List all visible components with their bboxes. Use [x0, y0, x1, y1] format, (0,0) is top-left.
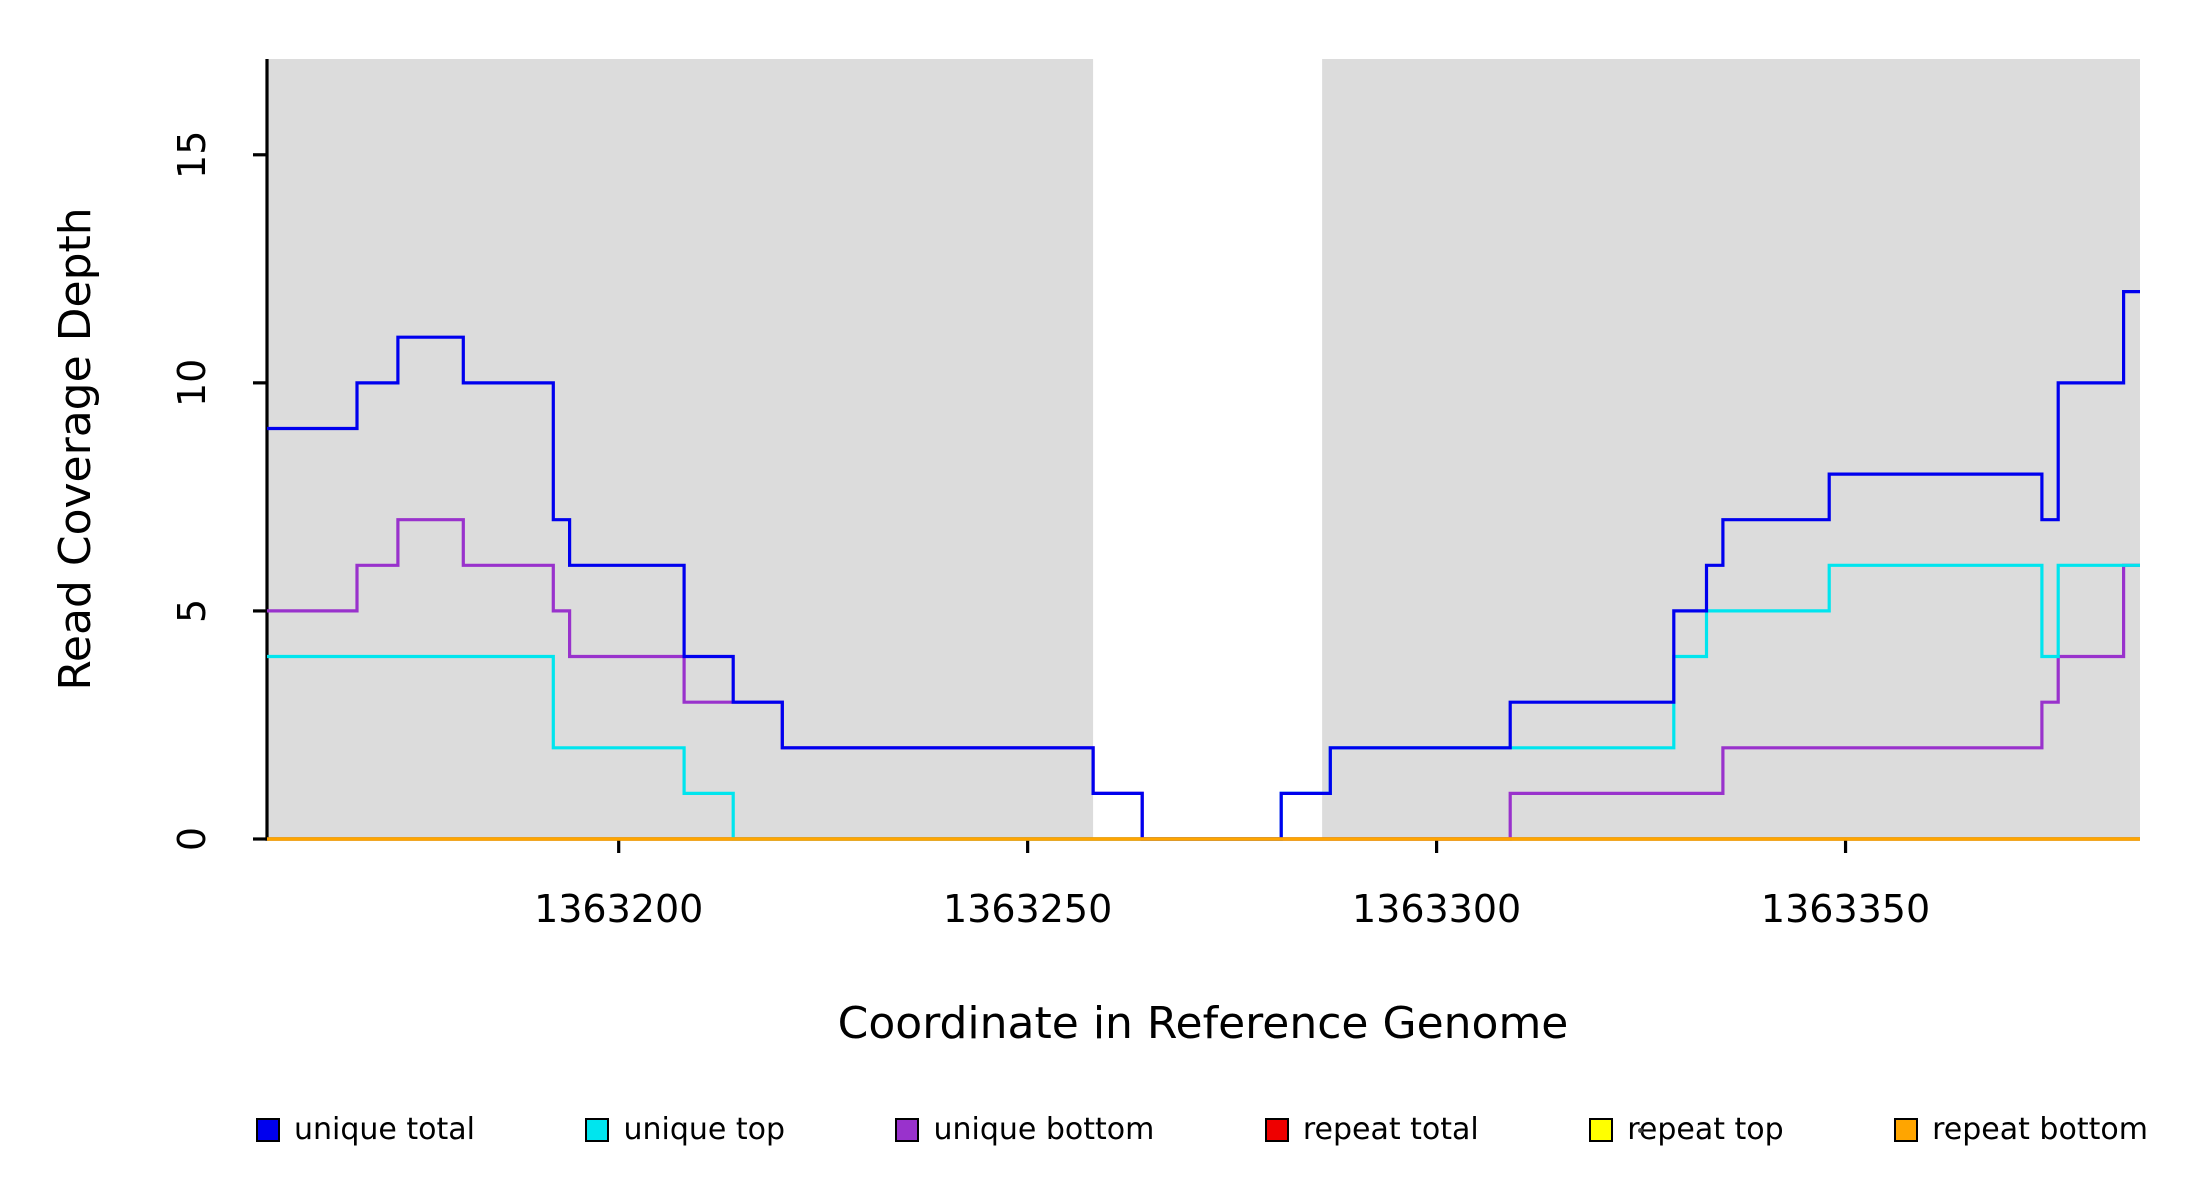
legend-swatch-unique-total [256, 1117, 280, 1142]
legend-item-unique-bottom: unique bottom [895, 1112, 1154, 1147]
x-axis-title: Coordinate in Reference Genome [838, 998, 1569, 1049]
legend: unique total unique top unique bottom re… [256, 1112, 2148, 1147]
legend-label-repeat-top: repeat top [1627, 1112, 1784, 1147]
y-tick-label: 15 [170, 131, 214, 179]
legend-item-unique-top: unique top [585, 1112, 785, 1147]
legend-item-repeat-bottom: repeat bottom [1894, 1112, 2148, 1147]
legend-label-unique-bottom: unique bottom [933, 1112, 1155, 1147]
y-tick-label: 5 [170, 599, 214, 623]
y-tick-label: 10 [170, 359, 214, 407]
shaded-region-1 [1322, 59, 2140, 839]
legend-swatch-repeat-bottom [1894, 1117, 1919, 1142]
legend-label-repeat-bottom: repeat bottom [1932, 1112, 2148, 1147]
x-tick-label: 1363250 [943, 887, 1112, 931]
x-tick-label: 1363200 [534, 887, 703, 931]
y-axis-title: Read Coverage Depth [50, 207, 101, 690]
stray-mark [1638, 1128, 1643, 1133]
legend-swatch-repeat-top [1589, 1117, 1614, 1142]
legend-label-repeat-total: repeat total [1302, 1112, 1479, 1147]
legend-label-unique-total: unique total [294, 1112, 476, 1147]
y-tick-label: 0 [170, 827, 214, 851]
x-tick-label: 1363350 [1761, 887, 1930, 931]
legend-swatch-unique-bottom [895, 1117, 920, 1142]
shaded-region-0 [267, 59, 1094, 839]
legend-swatch-unique-top [585, 1117, 610, 1142]
plot-canvas: 0 5 10 15 1363200 1363250 1363300 1363350 Read … [50, 59, 2140, 1049]
legend-swatch-repeat-total [1264, 1117, 1289, 1142]
x-tick-label: 1363300 [1352, 887, 1521, 931]
legend-item-unique-total: unique total [256, 1112, 475, 1147]
legend-label-unique-top: unique top [623, 1112, 786, 1147]
legend-item-repeat-total: repeat total [1264, 1112, 1479, 1147]
legend-item-repeat-top: repeat top [1589, 1112, 1784, 1147]
